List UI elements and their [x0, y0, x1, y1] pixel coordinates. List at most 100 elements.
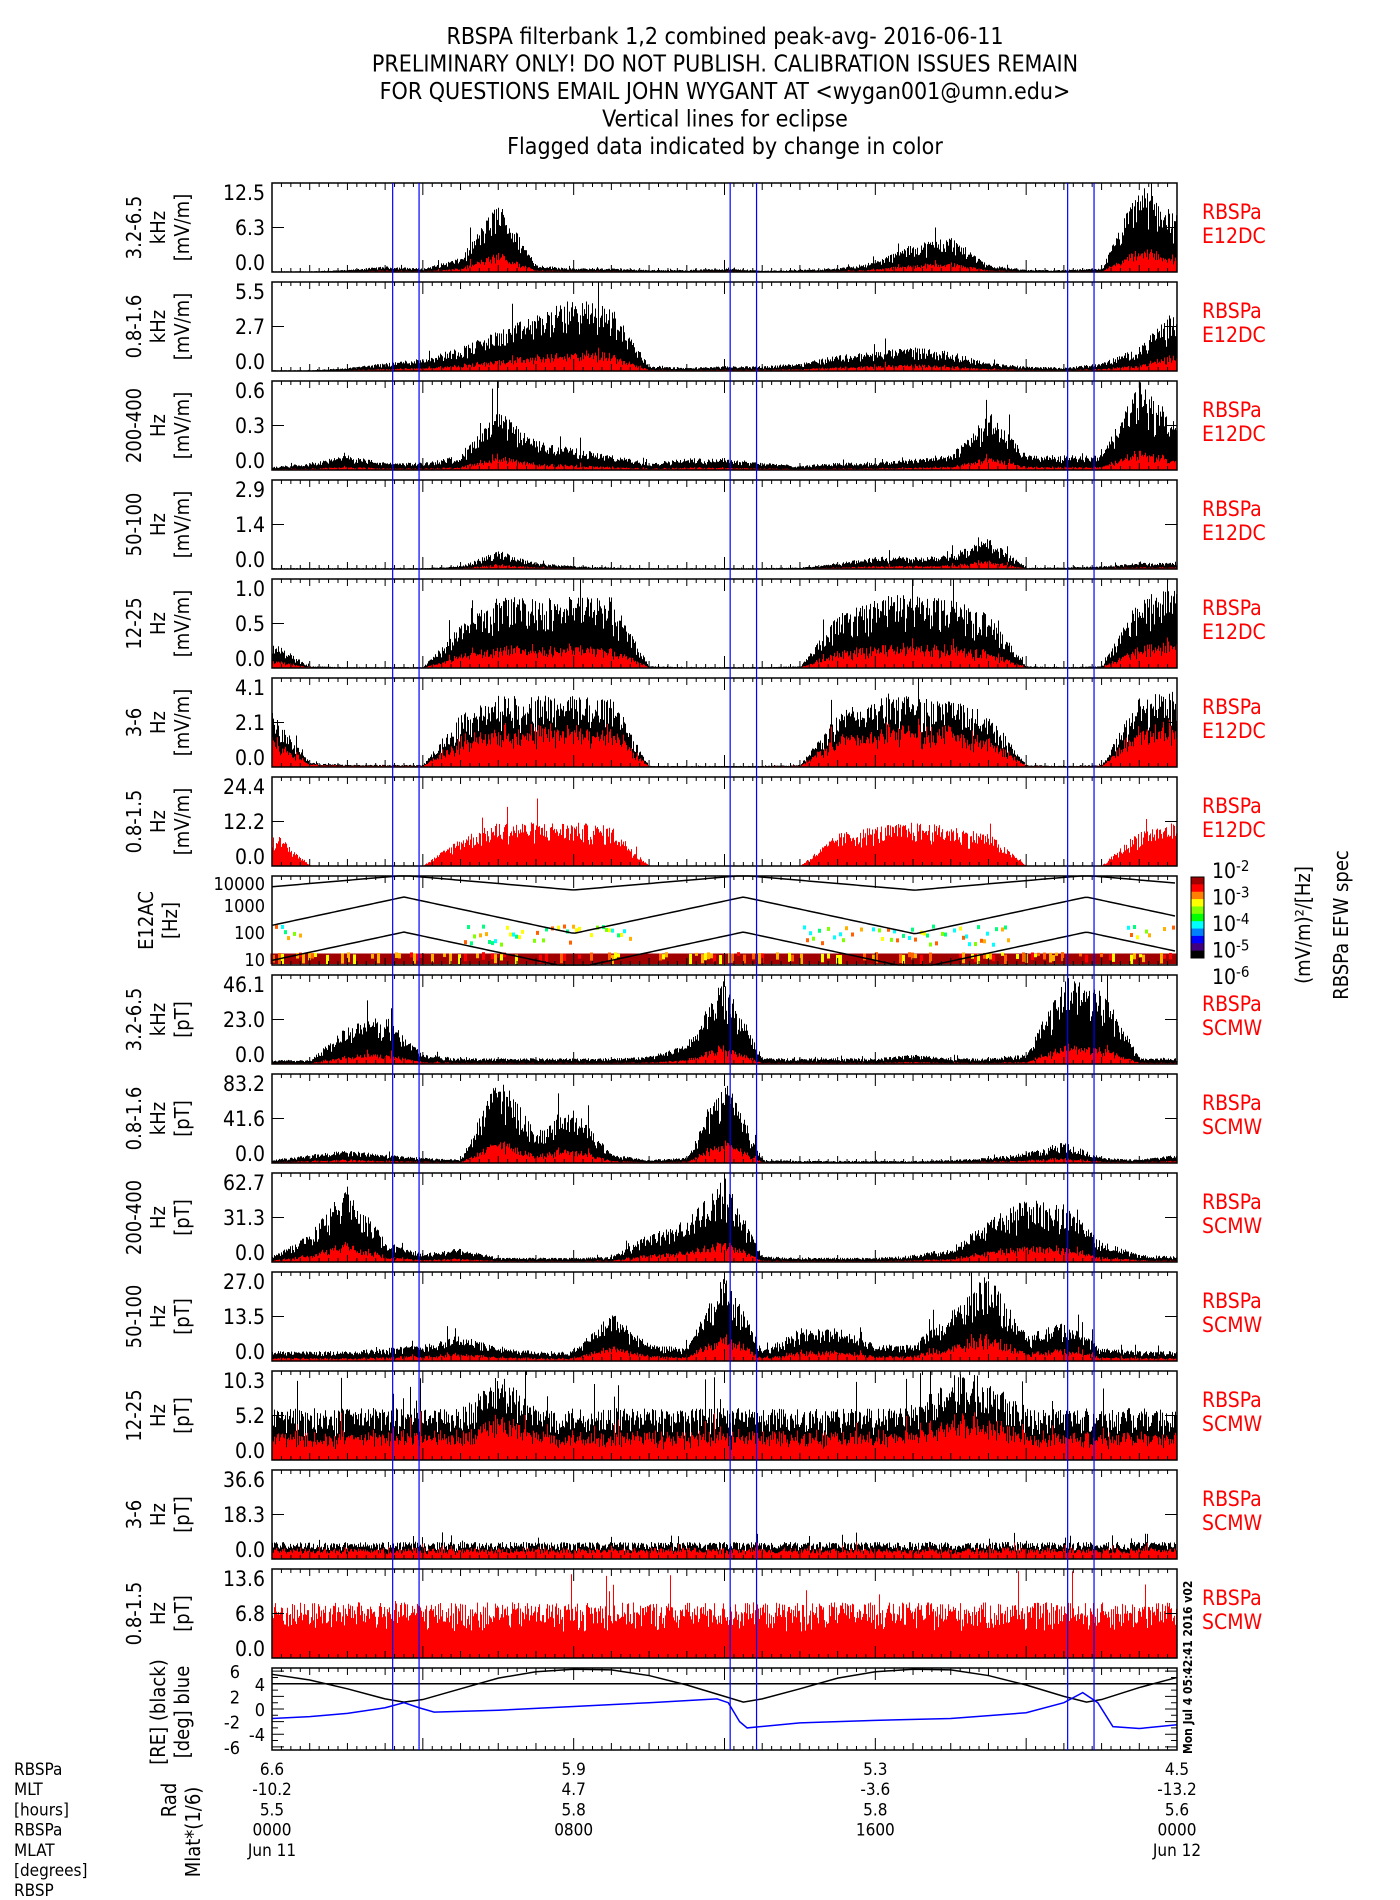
panel-frame [271, 578, 1178, 669]
y-axis-ticks [272, 1670, 1177, 1748]
y-tick-label: 2.7 [235, 315, 265, 339]
spectrogram-pixel [1142, 954, 1145, 963]
spectrogram-pixel [821, 953, 824, 963]
instrument-label: SCMW [1202, 1214, 1262, 1238]
spectrogram-pixel [941, 931, 944, 936]
spectrogram-pixel [1052, 954, 1055, 962]
y-axis-label: 0.8-1.5 [122, 790, 146, 854]
spectrogram-pixel [881, 936, 884, 941]
spectrogram-pixel [839, 954, 842, 966]
panel-frame [271, 281, 1178, 372]
y-tick-label: 1.4 [235, 513, 265, 537]
y-tick-label: 2 [230, 1687, 240, 1708]
spectrogram-pixel [911, 952, 914, 960]
spectrogram-pixel [914, 937, 917, 942]
x-axis-ticks [271, 282, 1178, 371]
instrument-label: RBSPa [1202, 992, 1262, 1016]
spectrogram-pixel [467, 925, 470, 930]
spectrogram-pixel [413, 953, 416, 964]
spectrogram-pixel [449, 953, 452, 965]
spectrogram-pixel [608, 928, 611, 933]
colorbar-frame [1190, 876, 1205, 959]
spectrogram-pixel [512, 932, 515, 937]
instrument-label: E12DC [1202, 224, 1266, 248]
spectrogram-pixel [959, 953, 962, 958]
spectrogram-pixel [611, 928, 614, 933]
spectrogram-pixel [1079, 953, 1082, 957]
colorbar-segment [1191, 877, 1204, 885]
y-axis-label: 0.8-1.6 [122, 1087, 146, 1151]
bottom-axis-value: 0000 [253, 1821, 292, 1841]
spectrogram-pixel [1112, 953, 1115, 962]
y-tick-label: 13.5 [223, 1305, 265, 1329]
instrument-label: RBSPa [1202, 1190, 1262, 1214]
y-tick-label: 36.6 [223, 1468, 265, 1492]
y-axis-label: [pT] [170, 1001, 194, 1037]
instrument-label: RBSPa [1202, 1091, 1262, 1115]
peak-series [272, 381, 1177, 470]
bottom-row-label: MLT [14, 1780, 43, 1800]
y-tick-label: 1.0 [235, 577, 265, 601]
spectrogram-pixel [983, 939, 986, 944]
spectrogram-pixel [932, 924, 935, 929]
spectrogram-pixel [995, 927, 998, 932]
spectrogram-pixel [662, 954, 665, 960]
spectrogram-pixel [1172, 925, 1175, 930]
spectrogram-pixel [1109, 954, 1112, 961]
spectrogram-pixel [788, 952, 791, 962]
spectrogram-pixel [860, 927, 863, 932]
y-axis-label: 3-6 [122, 708, 146, 737]
spectrogram-pixel [533, 938, 536, 943]
panel-frame [271, 479, 1178, 570]
instrument-label: RBSPa [1202, 596, 1262, 620]
spectrogram-pixel [491, 953, 494, 960]
spectrogram-pixel [887, 927, 890, 932]
title-line-4: Vertical lines for eclipse [602, 107, 848, 133]
bottom-axis-value: -3.6 [860, 1780, 890, 1800]
spectrogram-pixel [542, 938, 545, 943]
spectrogram-pixel [1148, 933, 1151, 938]
y-axis-label: 3.2-6.5 [122, 196, 146, 260]
spectrogram-pixel [1133, 953, 1136, 960]
spectrogram-pixel [962, 935, 965, 940]
spectrogram-pixel [521, 929, 524, 934]
spectrogram-pixel [1127, 925, 1130, 930]
colorbar: 10-210-310-410-510-6 (mV/m)²/[Hz] RBSPa EF… [1190, 850, 1353, 1000]
spectrogram-pixel [959, 926, 962, 931]
y-tick-label: 10000 [213, 874, 265, 895]
spectrogram-pixel [659, 953, 662, 961]
spectrogram-pixel [503, 952, 506, 958]
instrument-label: RBSPa [1202, 794, 1262, 818]
instrument-label: E12DC [1202, 719, 1266, 743]
spectrogram-pixel [944, 932, 947, 937]
x-axis-ticks [271, 1371, 1178, 1460]
panel-frame [271, 875, 1178, 966]
spectrogram-pixel [473, 934, 476, 939]
spectrogram-pixel [926, 933, 929, 938]
x-axis-ticks [271, 876, 1178, 965]
bottom-axis-value: Jun 11 [247, 1841, 296, 1861]
x-axis-ticks [271, 480, 1178, 569]
ephemeris-y-label: [deg] blue [170, 1666, 194, 1759]
spectrogram-pixel [707, 952, 710, 960]
spectrogram-pixel [302, 954, 305, 964]
x-axis-ticks [271, 1173, 1178, 1262]
colorbar-tick-label: 10-6 [1212, 963, 1250, 989]
y-tick-label: 12.2 [223, 810, 265, 834]
x-axis-ticks [271, 975, 1178, 1064]
spectrogram-pixel [272, 954, 275, 963]
y-tick-label: 10.3 [223, 1369, 265, 1393]
colorbar-tick-label: 10-4 [1212, 910, 1250, 936]
colorbar-segment [1191, 921, 1204, 930]
spectrogram-pixel [1085, 954, 1088, 963]
spectrogram-pixel [488, 939, 491, 944]
spectrogram-pixel [1139, 954, 1142, 958]
spectrogram-pixel [464, 940, 467, 945]
